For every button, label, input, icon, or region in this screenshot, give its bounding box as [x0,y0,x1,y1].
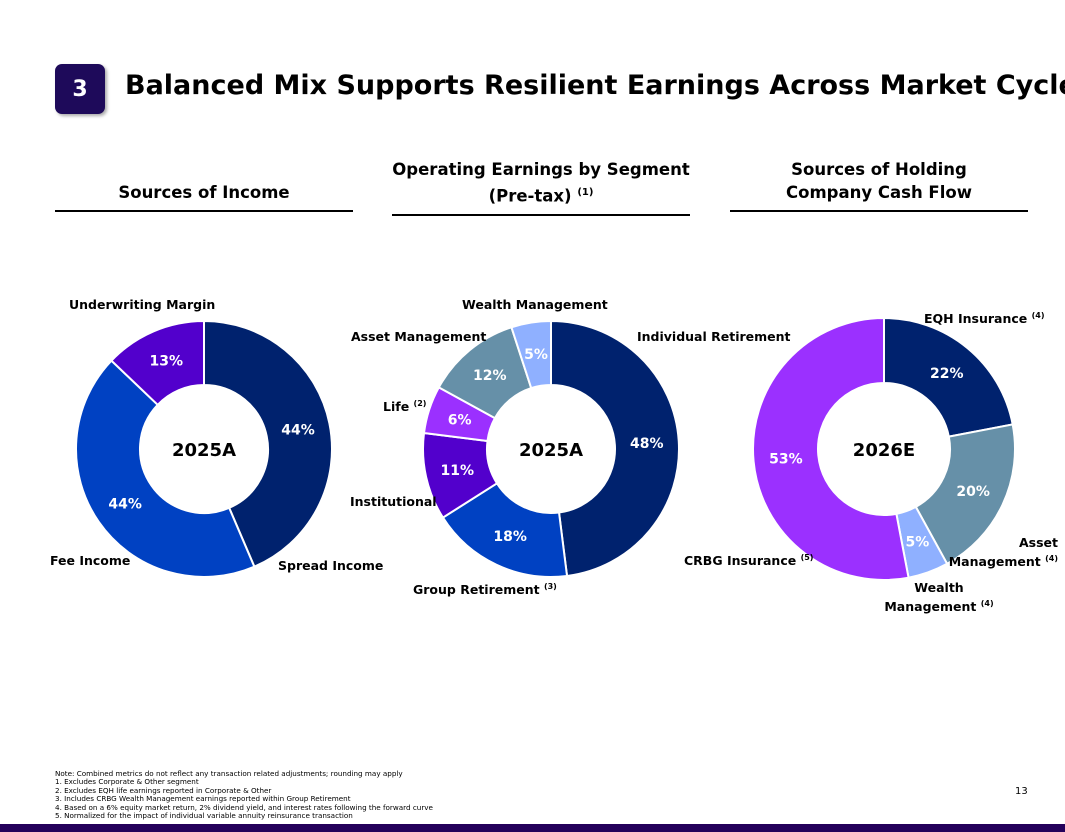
section-number-badge: 3 [55,64,105,114]
section-title-line1: Operating Earnings by Segment [392,160,690,179]
donut-slice [75,359,256,578]
label-text: Group Retirement [413,582,540,598]
donut-slice [914,423,1016,566]
slice-label: Fee Income [50,553,131,568]
slice-label: Underwriting Margin [69,297,216,312]
donut-slice [510,319,552,390]
footnote: 1. Excludes Corporate & Other segment [55,777,199,787]
section-title-earnings: Operating Earnings by Segment (Pre-tax) (… [392,158,690,216]
slice-value-label: 22% [930,366,964,382]
footnote-ref: (4) [1031,311,1045,320]
slice-label: Wealth Management [462,297,608,312]
donut-slice [109,319,205,407]
slice-label: Spread Income [278,558,384,573]
slice-label: Asset Management [351,329,487,344]
footnote-ref: (1) [577,187,594,198]
slice-label: Wealth Management (4) [884,580,994,615]
slice-label: Institutional [350,494,437,509]
footnote: 3. Includes CRBG Wealth Management earni… [55,794,351,804]
footnote-ref: (3) [543,582,557,591]
donut-center-label: 2026E [853,440,915,461]
donut-slice [441,481,569,578]
slice-label: EQH Insurance (4) [924,308,1045,327]
footnote: 4. Based on a 6% equity market return, 2… [55,802,433,812]
slice-label: CRBG Insurance (5) [684,550,813,569]
label-text: CRBG Insurance [684,553,797,569]
section-title-cashflow: Sources of Holding Company Cash Flow [730,158,1028,212]
footnote-ref: (4) [980,599,994,608]
footnote-ref: (2) [413,399,427,408]
slice-label: Individual Retirement [637,329,791,344]
slice-value-label: 44% [108,497,142,513]
slice-value-label: 53% [769,451,803,467]
slice-value-label: 48% [630,436,664,452]
slice-value-label: 5% [905,535,929,551]
label-text: Life [383,399,410,415]
slice-label: Asset Management (4) [930,535,1058,570]
footnotes: Note: Combined metrics do not reflect an… [55,769,433,821]
page-title: Balanced Mix Supports Resilient Earnings… [125,70,1065,101]
footnote: 2. Excludes EQH life earnings reported i… [55,785,272,795]
slice-value-label: 13% [149,354,183,370]
slice-label: Life (2) [383,396,426,415]
label-text: EQH Insurance [924,311,1028,327]
donut-center-label: 2025A [172,440,236,461]
slice-value-label: 18% [493,529,527,545]
donut-center-label: 2025A [519,440,583,461]
footnote: Note: Combined metrics do not reflect an… [55,769,403,778]
label-text: Wealth Management [884,580,977,615]
slice-value-label: 5% [524,347,548,363]
donut-slice [752,316,910,581]
section-title-income: Sources of Income [55,181,353,212]
footnote: 5. Normalized for the impact of individu… [55,811,353,821]
slice-value-label: 12% [473,368,507,384]
slice-value-label: 11% [441,463,475,479]
donut-slice [203,319,333,568]
page-number: 13 [1015,786,1028,797]
label-text: Asset Management [948,535,1058,570]
slice-label: Group Retirement (3) [413,579,557,598]
slice-value-label: 44% [281,423,315,439]
section-title-line2: (Pre-tax) [488,186,572,206]
footer-bar [0,824,1065,832]
section-title-text: Sources of Income [118,183,290,202]
slice-value-label: 20% [956,484,990,500]
section-title-line1: Sources of Holding [791,160,967,179]
donut-slice [883,316,1014,438]
section-title-line2: Company Cash Flow [786,183,972,202]
footnote-ref: (5) [800,553,814,562]
slice-value-label: 6% [448,412,472,428]
footnote-ref: (4) [1045,554,1058,563]
donut-slice [550,319,680,578]
